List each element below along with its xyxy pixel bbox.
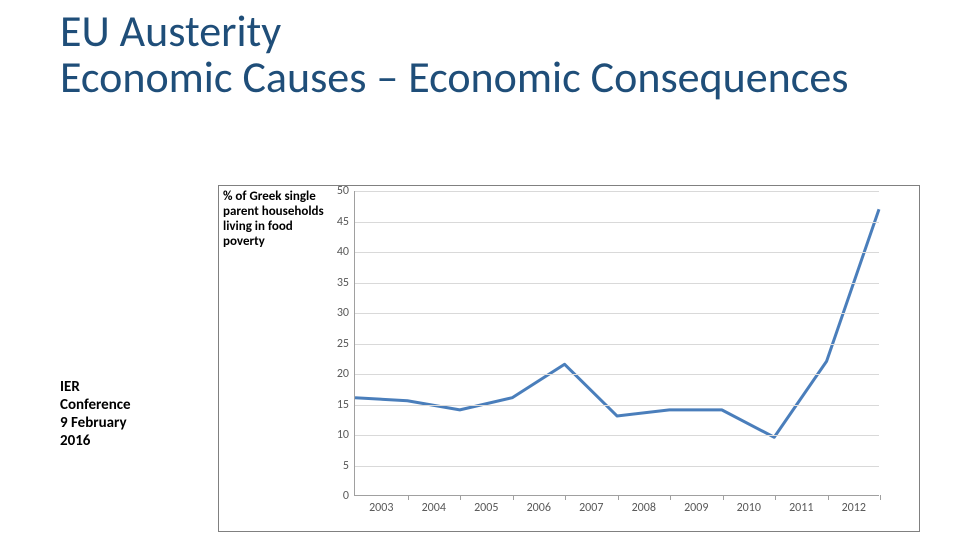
y-tick-label: 50 <box>337 184 355 198</box>
y-tick-label: 10 <box>337 428 355 442</box>
x-tick-mark <box>565 495 566 500</box>
x-tick-label: 2003 <box>369 495 393 515</box>
x-tick-mark <box>408 495 409 500</box>
x-tick-mark <box>618 495 619 500</box>
y-tick-label: 35 <box>337 276 355 290</box>
x-tick-label: 2010 <box>737 495 761 515</box>
gridline-h <box>355 374 879 375</box>
plot-area: 0510152025303540455020032004200520062007… <box>354 191 879 496</box>
x-tick-label: 2006 <box>527 495 551 515</box>
slide-footer: IERConference9 February2016 <box>60 378 200 450</box>
x-tick-label: 2008 <box>632 495 656 515</box>
gridline-h <box>355 191 879 192</box>
poverty-line-chart: % of Greek single parent households livi… <box>218 185 920 532</box>
gridline-h <box>355 435 879 436</box>
y-tick-label: 15 <box>337 398 355 412</box>
x-tick-mark <box>880 495 881 500</box>
x-tick-mark <box>670 495 671 500</box>
y-tick-label: 20 <box>337 367 355 381</box>
y-tick-label: 0 <box>343 489 355 503</box>
x-tick-label: 2009 <box>684 495 708 515</box>
gridline-h <box>355 466 879 467</box>
y-tick-label: 25 <box>337 337 355 351</box>
x-tick-mark <box>460 495 461 500</box>
x-tick-mark <box>828 495 829 500</box>
gridline-h <box>355 313 879 314</box>
gridline-h <box>355 344 879 345</box>
slide-title: EU AusterityEconomic Causes – Economic C… <box>60 8 940 100</box>
x-tick-label: 2012 <box>842 495 866 515</box>
y-tick-label: 45 <box>337 215 355 229</box>
gridline-h <box>355 405 879 406</box>
gridline-h <box>355 252 879 253</box>
gridline-h <box>355 283 879 284</box>
slide: EU AusterityEconomic Causes – Economic C… <box>0 0 960 540</box>
y-tick-label: 30 <box>337 306 355 320</box>
y-tick-label: 5 <box>343 459 355 473</box>
x-tick-label: 2005 <box>474 495 498 515</box>
series-line <box>355 209 879 437</box>
chart-body: % of Greek single parent households livi… <box>219 186 919 531</box>
gridline-h <box>355 222 879 223</box>
x-tick-label: 2004 <box>422 495 446 515</box>
x-tick-mark <box>723 495 724 500</box>
x-tick-mark <box>775 495 776 500</box>
x-tick-label: 2011 <box>789 495 813 515</box>
x-tick-mark <box>513 495 514 500</box>
y-axis-title: % of Greek single parent households livi… <box>223 190 328 250</box>
y-tick-label: 40 <box>337 245 355 259</box>
x-tick-label: 2007 <box>579 495 603 515</box>
